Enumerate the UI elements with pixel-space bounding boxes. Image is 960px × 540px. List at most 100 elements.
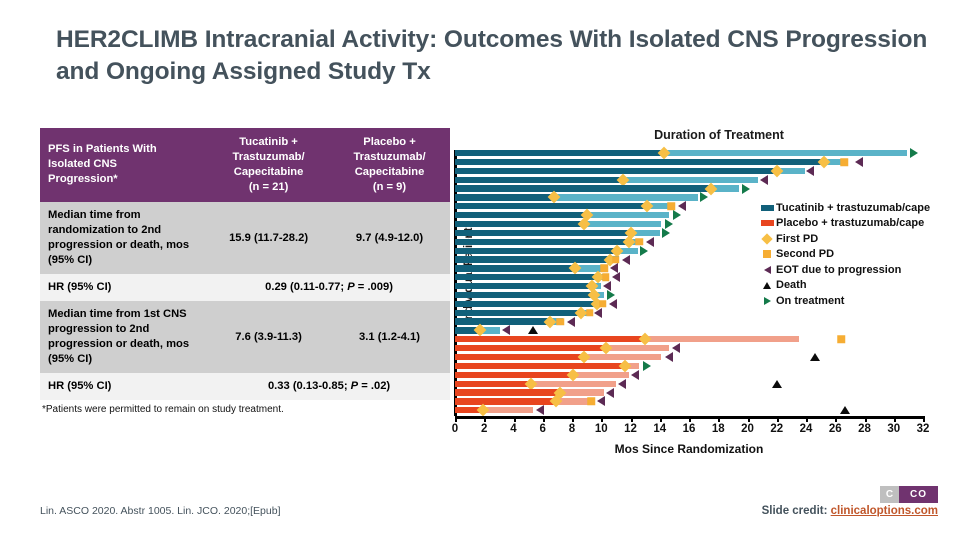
bar-segment-pre-progression — [455, 398, 556, 405]
bar-segment-post-progression — [617, 247, 638, 254]
header-line: Capecitabine — [354, 165, 425, 178]
bar-segment-pre-progression — [455, 318, 551, 325]
pfs-table-element: PFS in Patients With Isolated CNS Progre… — [40, 128, 450, 400]
swimmer-bar-row — [455, 300, 606, 307]
legend-second-pd-icon — [763, 250, 771, 259]
swimmer-chart: Duration of Treatment Individual Patient… — [424, 126, 954, 466]
legend-death-icon — [763, 281, 771, 289]
bar-segment-post-progression — [624, 362, 640, 370]
first-pd-marker-icon — [473, 324, 487, 337]
bar-segment-pre-progression — [455, 150, 665, 157]
logo-left-block: C — [880, 486, 899, 503]
bar-segment-pre-progression — [455, 194, 555, 201]
header-line: Placebo + — [363, 136, 416, 148]
table-cell-hr: 0.29 (0.11-0.77; P = .009) — [208, 273, 450, 301]
table-footnote: *Patients were permitted to remain on st… — [42, 404, 284, 415]
table-cell-tucatinib: 15.9 (11.7-28.2) — [208, 201, 330, 274]
x-axis-tick-label: 12 — [624, 423, 637, 435]
legend-symbol — [758, 281, 776, 289]
eot-progression-marker-icon — [603, 281, 612, 292]
x-axis-tick — [659, 416, 662, 422]
second-pd-marker-icon — [598, 300, 607, 308]
first-pd-marker-icon — [599, 341, 612, 355]
legend-item: Death — [758, 278, 960, 294]
eot-progression-marker-icon — [617, 378, 626, 389]
table-header-cell-0: PFS in Patients With Isolated CNS Progre… — [40, 128, 209, 202]
header-line: Tucatinib + — [239, 136, 298, 148]
bar-segment-post-progression — [531, 380, 616, 387]
eot-progression-marker-icon — [664, 352, 673, 363]
legend-item: Placebo + trastuzumab/cape — [758, 216, 960, 232]
table-cell-placebo: 3.1 (1.2-4.1) — [329, 300, 450, 373]
bar-segment-pre-progression — [455, 176, 624, 183]
header-line: Trastuzumab/ — [232, 150, 305, 163]
eot-progression-marker-icon — [759, 174, 768, 185]
page-title: HER2CLIMB Intracranial Activity: Outcome… — [56, 26, 928, 86]
table-cell-tucatinib: 7.6 (3.9-11.3) — [208, 300, 330, 373]
swimmer-bar-row — [455, 238, 643, 245]
eot-progression-marker-icon — [622, 254, 631, 265]
swimmer-bar-row — [455, 194, 698, 201]
swimmer-bar-row — [455, 220, 662, 228]
x-axis-tick — [484, 416, 487, 422]
x-axis-tick — [601, 416, 604, 422]
legend-label: Placebo + trastuzumab/cape — [776, 217, 925, 230]
table-row: HR (95% CI) 0.33 (0.13-0.85; P = .02) — [40, 372, 450, 400]
eot-progression-marker-icon — [630, 369, 639, 380]
second-pd-marker-icon — [635, 238, 644, 246]
bar-segment-pre-progression — [455, 300, 597, 307]
x-axis-tick-label: 18 — [711, 423, 725, 435]
bar-segment-pre-progression — [455, 238, 630, 245]
bar-segment-pre-progression — [455, 309, 581, 316]
bar-segment-pre-progression — [455, 336, 646, 343]
bar-segment-pre-progression — [455, 327, 480, 334]
on-treatment-marker-icon — [642, 360, 651, 371]
x-axis-tick — [455, 416, 457, 422]
legend-symbol — [758, 265, 776, 274]
slide-credit-label: Slide credit: — [761, 505, 828, 517]
eot-progression-marker-icon — [611, 272, 620, 283]
table-cell-hr: 0.33 (0.13-0.85; P = .02) — [208, 372, 450, 400]
bar-segment-pre-progression — [455, 203, 647, 210]
swimmer-bar-row — [455, 256, 619, 263]
swimmer-bar-row — [455, 203, 675, 210]
table-row: HR (95% CI) 0.29 (0.11-0.77; P = .009) — [40, 273, 450, 301]
chart-title: Duration of Treatment — [654, 128, 784, 142]
death-marker-icon — [809, 353, 820, 362]
eot-progression-marker-icon — [854, 157, 863, 167]
legend-eot-icon — [763, 265, 771, 274]
bar-segment-post-progression — [560, 389, 605, 396]
bar-segment-pre-progression — [455, 212, 587, 219]
x-axis-tick-label: 30 — [887, 423, 901, 435]
bar-segment-pre-progression — [455, 353, 584, 361]
on-treatment-marker-icon — [661, 227, 670, 238]
first-pd-marker-icon — [524, 377, 538, 391]
header-line: (n = 9) — [372, 180, 407, 193]
swimmer-bar-row — [455, 389, 605, 396]
bar-segment-pre-progression — [455, 371, 574, 378]
bar-segment-post-progression — [554, 194, 698, 201]
bar-segment-pre-progression — [455, 158, 824, 166]
first-pd-marker-icon — [622, 235, 636, 249]
first-pd-marker-icon — [543, 315, 557, 328]
bar-segment-pre-progression — [455, 220, 584, 228]
header-line: PFS in Patients With — [48, 143, 157, 156]
bar-segment-post-progression — [555, 398, 594, 405]
bar-segment-post-progression — [482, 407, 533, 414]
legend-item: Tucatinib + trastuzumab/cape — [758, 200, 960, 216]
on-treatment-marker-icon — [664, 219, 673, 230]
bar-segment-post-progression — [623, 176, 758, 183]
x-axis-tick — [718, 416, 721, 422]
table-cell-label: HR (95% CI) — [40, 372, 209, 400]
header-line: (n = 21) — [248, 180, 289, 193]
slide-credit-link[interactable]: clinicaloptions.com — [830, 505, 938, 517]
swimmer-bar-row — [455, 345, 669, 352]
table-header-cell-2: Placebo + Trastuzumab/ Capecitabine (n =… — [329, 128, 450, 202]
second-pd-marker-icon — [601, 273, 610, 282]
logo-left-text: C — [885, 489, 894, 500]
chart-legend: Tucatinib + trastuzumab/cape Placebo + tr… — [758, 200, 960, 309]
first-pd-marker-icon — [618, 359, 632, 373]
bar-segment-post-progression — [776, 167, 805, 174]
death-marker-icon — [840, 406, 851, 415]
